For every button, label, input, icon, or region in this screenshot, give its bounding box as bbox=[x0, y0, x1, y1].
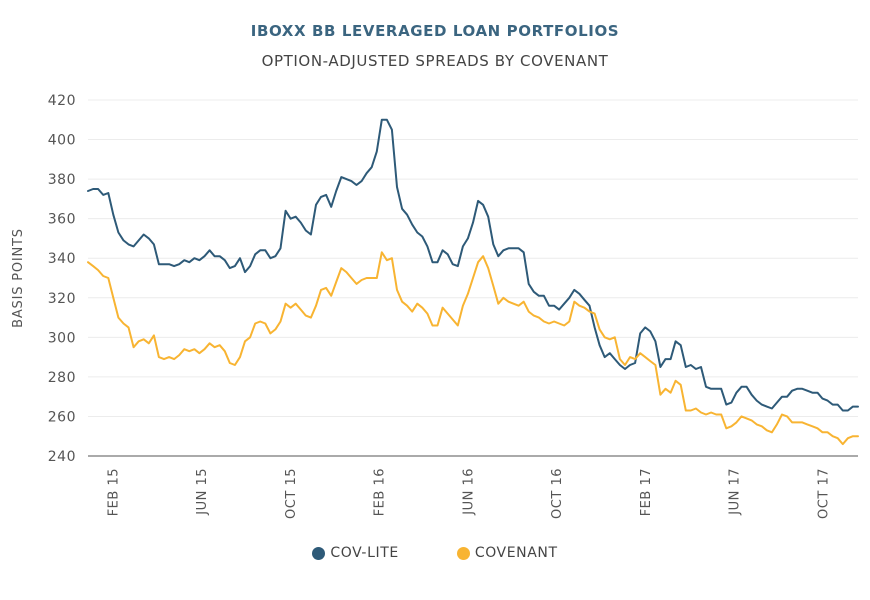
x-tick-label: FEB 15 bbox=[106, 468, 121, 516]
x-tick-label: JUN 16 bbox=[461, 468, 476, 516]
x-tick-label: FEB 17 bbox=[639, 468, 654, 516]
x-tick-label: OCT 17 bbox=[816, 468, 831, 519]
x-tick-label: JUN 15 bbox=[195, 468, 210, 516]
y-tick-label: 320 bbox=[48, 291, 76, 307]
gridlines bbox=[88, 99, 858, 417]
legend-swatch-covenant bbox=[456, 546, 470, 560]
series-lines bbox=[87, 118, 859, 446]
legend-label-cov-lite: COV-LITE bbox=[330, 545, 399, 561]
y-tick-label: 380 bbox=[48, 172, 76, 188]
y-tick-label: 280 bbox=[48, 370, 76, 386]
legend-swatch-cov-lite bbox=[312, 546, 326, 560]
chart-title: IBOXX BB LEVERAGED LOAN PORTFOLIOS bbox=[250, 22, 620, 40]
legend-label-covenant: COVENANT bbox=[474, 545, 558, 561]
y-tick-label: 300 bbox=[48, 330, 76, 346]
y-axis-ticks: 240 260 280 300 320 340 360 380 400 420 bbox=[48, 93, 76, 465]
x-tick-label: JUN 17 bbox=[728, 468, 743, 516]
legend: COV-LITE COVENANT bbox=[0, 545, 870, 561]
y-tick-label: 240 bbox=[48, 449, 76, 465]
series-line-cov-lite bbox=[87, 118, 859, 412]
series-line-covenant bbox=[87, 251, 859, 446]
y-tick-label: 420 bbox=[48, 93, 76, 109]
chart-subtitle: OPTION-ADJUSTED SPREADS BY COVENANT bbox=[261, 52, 609, 70]
y-tick-label: 360 bbox=[48, 212, 76, 228]
x-axis-ticks: FEB 15 JUN 15 OCT 15 FEB 16 JUN 16 OCT 16 FEB … bbox=[106, 468, 831, 519]
legend-item-covenant: COVENANT bbox=[456, 545, 558, 561]
legend-item-cov-lite: COV-LITE bbox=[312, 545, 398, 561]
y-tick-label: 400 bbox=[48, 133, 76, 149]
x-tick-label: OCT 15 bbox=[284, 468, 299, 519]
y-axis-label: BASIS POINTS bbox=[11, 228, 26, 328]
y-tick-label: 260 bbox=[48, 409, 76, 425]
x-tick-label: OCT 16 bbox=[550, 468, 565, 519]
y-tick-label: 340 bbox=[48, 251, 76, 267]
x-tick-label: FEB 16 bbox=[373, 468, 388, 516]
